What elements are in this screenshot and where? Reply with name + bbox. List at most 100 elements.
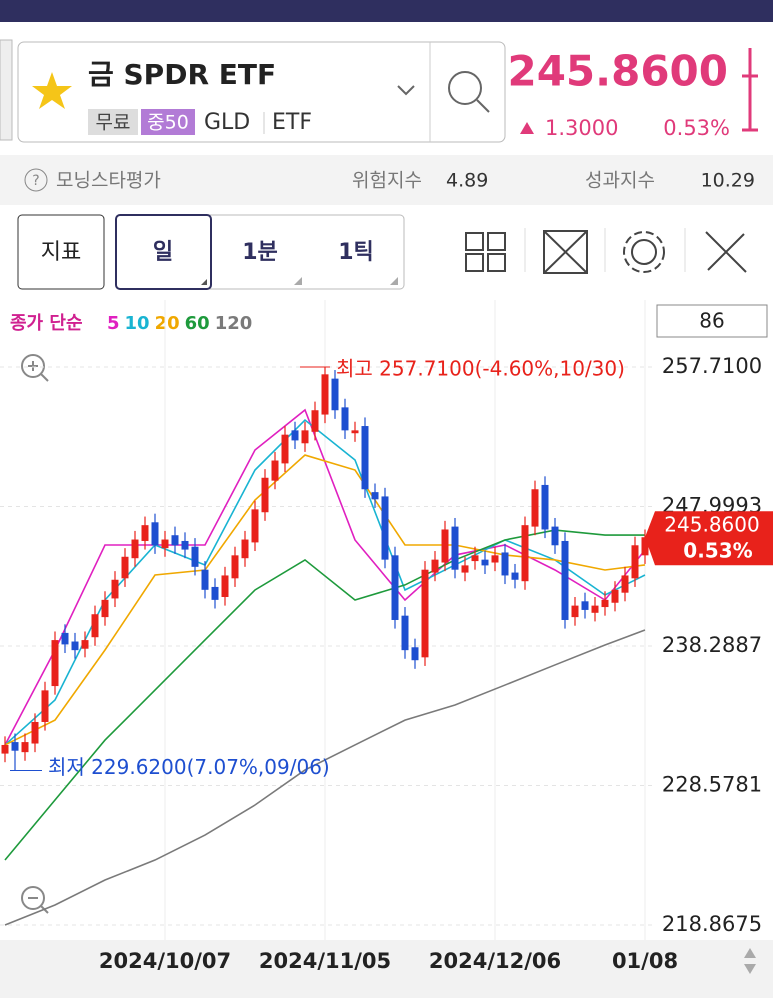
candle-body [531, 489, 539, 527]
tag-bg [88, 109, 138, 135]
zoom-icons[interactable] [21, 354, 49, 914]
search-box[interactable] [17, 41, 506, 143]
candle-body [171, 535, 179, 546]
date-axis-bar [0, 940, 773, 998]
candle-body [391, 555, 399, 620]
scroll-arrow[interactable] [744, 948, 756, 958]
candle-body [561, 540, 569, 620]
candle-body [311, 410, 319, 432]
side-tab [0, 39, 13, 141]
candle-body [491, 555, 499, 563]
candle-body [161, 539, 169, 549]
candle-body [371, 492, 379, 500]
candle-body [231, 555, 239, 579]
ticker: GLD [204, 110, 250, 135]
candle-body [151, 522, 159, 546]
candle-body [511, 572, 519, 580]
search-icon [476, 99, 490, 113]
kind: ETF [272, 110, 312, 135]
risk: 4.89 [446, 170, 488, 192]
up-arrow [520, 122, 534, 134]
candle-body [301, 430, 309, 444]
candle-body [21, 742, 29, 753]
help-icon[interactable] [24, 168, 48, 192]
candle-body [591, 605, 599, 613]
candle-body [331, 378, 339, 411]
candle-body [481, 559, 489, 566]
candle-body [141, 525, 149, 541]
legend-prefix: 종가 단순 [10, 313, 83, 334]
x-tick-label: 01/08 [612, 949, 678, 973]
candle-body [181, 540, 189, 550]
candle-body [581, 601, 589, 610]
button-label: 지표 [41, 240, 81, 265]
moving-average [4, 529, 645, 861]
button[interactable] [17, 214, 105, 290]
legend-entry: 20 [155, 313, 180, 334]
button[interactable] [115, 214, 212, 290]
tag: 무료 [96, 112, 131, 134]
price: 245.8600 [507, 47, 728, 96]
moving-average [4, 454, 646, 746]
annotation: 최저 229.6200(7.07%,09/06) [48, 755, 330, 779]
candle-body [241, 539, 249, 559]
perf-label: 성과지수 [585, 170, 655, 192]
candle-body [351, 430, 359, 434]
x-tick-label: 2024/12/06 [429, 949, 561, 973]
candle-body [631, 545, 639, 579]
last-change: 0.53% [683, 539, 752, 563]
x-tick-label: 2024/10/07 [99, 949, 231, 973]
candle-body [11, 742, 19, 751]
candle-body [31, 721, 39, 744]
candle-body [431, 559, 439, 573]
y-tick-label: 238.2887 [662, 633, 762, 657]
candle-body [521, 525, 529, 582]
dropdown[interactable] [397, 85, 415, 96]
candle-body [461, 565, 469, 573]
toolbar-icons[interactable] [465, 230, 747, 274]
candle-body [251, 509, 259, 543]
favorite-star[interactable] [32, 72, 72, 109]
stock-name: 금 SPDR ETF [88, 58, 276, 91]
candle-body [601, 599, 609, 608]
risk-label: 위험지수 [352, 170, 422, 192]
button-label[interactable]: 1틱 [338, 240, 374, 265]
candle-body [91, 614, 99, 638]
candle-body [211, 586, 219, 600]
button-label[interactable]: 1분 [242, 240, 278, 265]
candle-body [1, 744, 9, 754]
scroll-arrow[interactable] [744, 964, 756, 974]
last-price-box [645, 511, 773, 566]
moving-average [4, 629, 646, 926]
search-icon[interactable] [448, 71, 482, 105]
candle-body [441, 529, 449, 563]
candle-body [621, 575, 629, 593]
y-tick-label: 257.7100 [662, 354, 762, 378]
candle-body [321, 374, 329, 415]
legend-entry: 60 [185, 313, 210, 334]
candle-body [191, 546, 199, 567]
candle-body [571, 605, 579, 618]
candle-body [121, 556, 129, 579]
tag: 중50 [147, 112, 189, 134]
annotation: 최고 257.7100(-4.60%,10/30) [336, 357, 625, 381]
perf: 10.29 [701, 170, 755, 192]
legend-entry: 120 [215, 313, 253, 334]
candle-body [261, 477, 269, 513]
button-label: 일 [153, 240, 173, 265]
candle-body [101, 599, 109, 618]
candle-body [541, 484, 549, 530]
rating-row [0, 155, 773, 205]
candle-body [291, 430, 299, 441]
candle-body [641, 537, 649, 556]
candle-body [281, 434, 289, 464]
candle-body [81, 640, 89, 649]
candle-body [51, 640, 59, 687]
candle-body [201, 569, 209, 590]
rating-label: 모닝스타평가 [56, 170, 161, 192]
candle-body [551, 526, 559, 546]
count: 86 [699, 309, 724, 333]
x-tick-label: 2024/11/05 [259, 949, 391, 973]
change: 1.3000 [545, 116, 618, 140]
